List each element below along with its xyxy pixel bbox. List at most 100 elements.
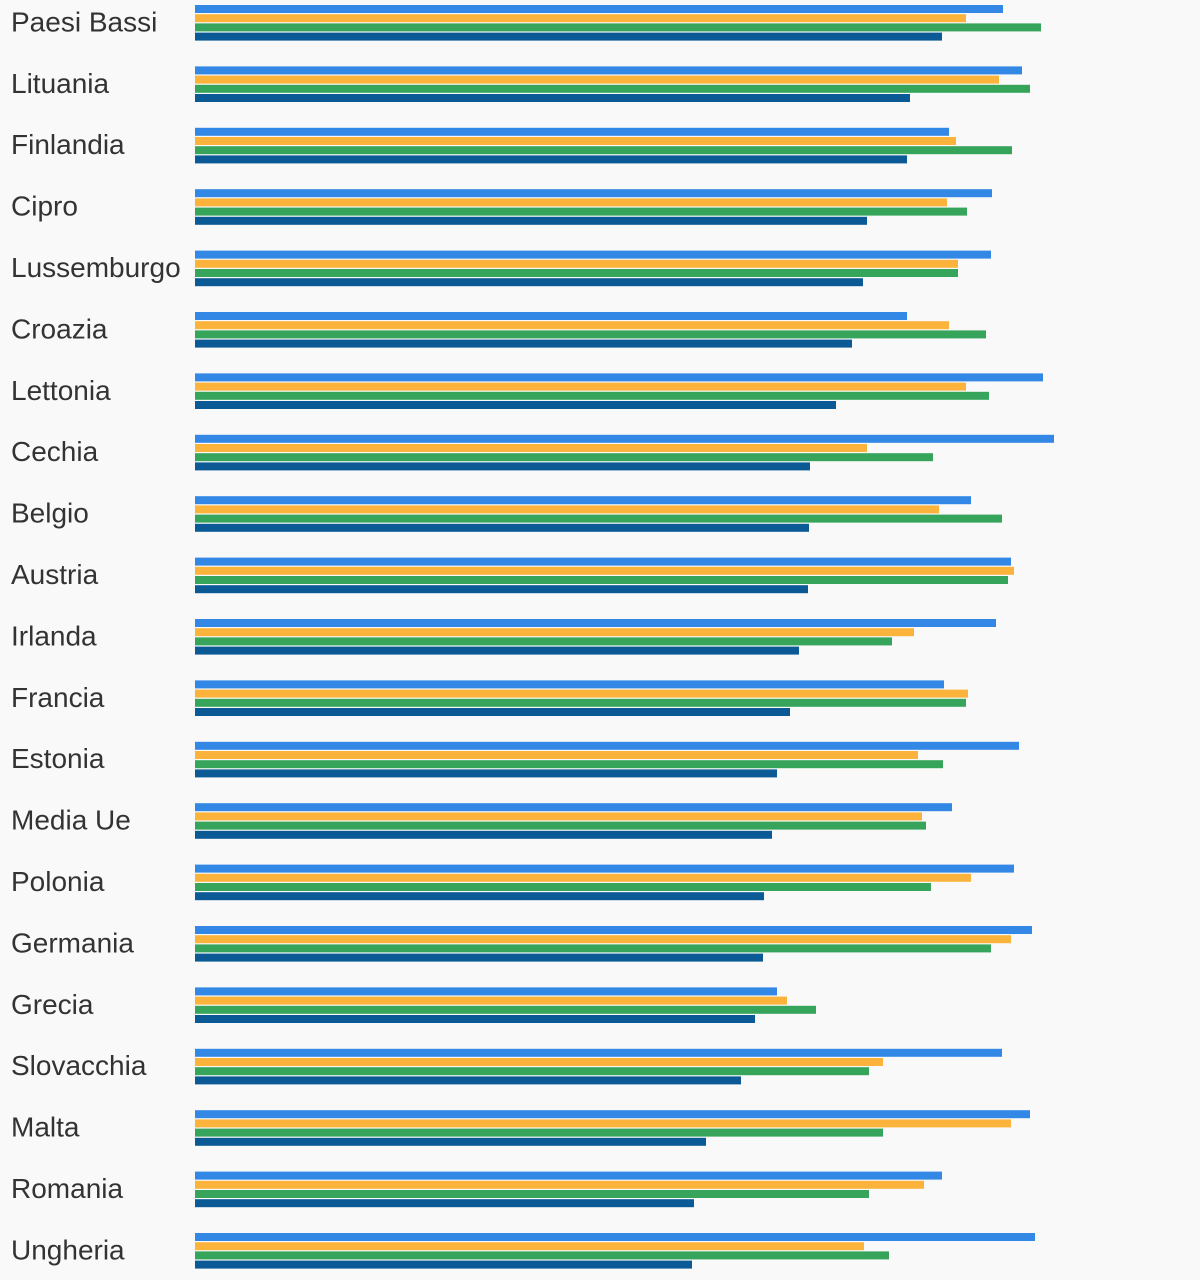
- bar: [195, 23, 1041, 32]
- category-label: Belgio: [11, 498, 89, 529]
- bar: [195, 321, 949, 330]
- bar: [195, 944, 991, 953]
- bar: [195, 1171, 942, 1180]
- bar: [195, 5, 1003, 13]
- category-label: Malta: [11, 1112, 80, 1143]
- bar: [195, 312, 907, 320]
- category-label: Germania: [11, 927, 134, 958]
- bar: [195, 339, 852, 348]
- bar: [195, 760, 943, 769]
- category-label: Austria: [11, 559, 99, 590]
- bar: [195, 32, 942, 41]
- bar: [195, 146, 1012, 155]
- bar: [195, 505, 939, 514]
- category-label: Grecia: [11, 989, 94, 1020]
- bar: [195, 1199, 694, 1208]
- bar: [195, 1137, 706, 1146]
- category-label: Media Ue: [11, 805, 131, 836]
- bar: [195, 1180, 924, 1189]
- bar: [195, 137, 956, 145]
- bar: [195, 1128, 883, 1137]
- category-label: Estonia: [11, 743, 105, 774]
- bar: [195, 216, 867, 225]
- bar: [195, 873, 971, 882]
- bar: [195, 1110, 1030, 1119]
- bar: [195, 689, 968, 698]
- bar: [195, 1076, 741, 1085]
- bar: [195, 434, 1054, 443]
- bar: [195, 1242, 864, 1251]
- bar: [195, 698, 966, 707]
- bar: [195, 637, 892, 646]
- bar: [195, 585, 808, 594]
- bar: [195, 453, 933, 462]
- bar: [195, 1067, 869, 1076]
- bar: [195, 94, 910, 102]
- category-labels: Paesi Bassi Lituania Finlandia Cipro Lussemb…: [11, 6, 181, 1265]
- bar: [195, 812, 922, 821]
- bar: [195, 741, 1019, 750]
- bar: [195, 1119, 1011, 1128]
- bar: [195, 1015, 755, 1023]
- bar: [195, 576, 1008, 584]
- bar: [195, 566, 1014, 575]
- bar: [195, 864, 1014, 873]
- bar: [195, 514, 1002, 523]
- bar: [195, 1005, 816, 1014]
- bar: [195, 628, 914, 637]
- bar: [195, 680, 944, 689]
- category-label: Slovacchia: [11, 1050, 147, 1081]
- bar: [195, 373, 1043, 382]
- bar: [195, 207, 967, 216]
- bar: [195, 821, 926, 830]
- bar: [195, 1048, 1002, 1057]
- bar: [195, 155, 907, 164]
- category-label: Croazia: [11, 313, 108, 344]
- bar: [195, 926, 1032, 934]
- category-label: Cechia: [11, 436, 99, 467]
- bar: [195, 883, 931, 891]
- category-label: Romania: [11, 1173, 123, 1204]
- bar: [195, 987, 777, 996]
- bar: [195, 1233, 1035, 1241]
- bar: [195, 127, 949, 136]
- category-label: Lettonia: [11, 375, 111, 406]
- bar: [195, 250, 991, 259]
- category-label: Ungheria: [11, 1234, 125, 1265]
- category-label: Paesi Bassi: [11, 6, 157, 37]
- bar: [195, 953, 763, 962]
- bar: [195, 444, 867, 452]
- bar: [195, 75, 999, 84]
- bar: [195, 751, 918, 759]
- bar: [195, 1058, 883, 1066]
- bar: [195, 708, 790, 716]
- category-label: Finlandia: [11, 129, 125, 160]
- bar: [195, 84, 1030, 93]
- bar: [195, 1190, 869, 1198]
- bar: [195, 14, 966, 23]
- bar: [195, 769, 777, 778]
- bar: [195, 382, 966, 391]
- bar: [195, 1251, 889, 1260]
- bar: [195, 557, 1011, 566]
- bar: [195, 523, 809, 532]
- bar: [195, 66, 1022, 75]
- bar: [195, 646, 799, 655]
- category-label: Irlanda: [11, 620, 97, 651]
- bars: [195, 5, 1054, 1269]
- bar: [195, 935, 1011, 944]
- category-label: Polonia: [11, 866, 105, 897]
- bar: [195, 401, 836, 409]
- bar: [195, 892, 764, 901]
- category-label: Lituania: [11, 68, 110, 99]
- bar: [195, 1260, 692, 1269]
- bar: [195, 278, 863, 287]
- bar: [195, 391, 989, 400]
- bar: [195, 803, 952, 812]
- bar: [195, 496, 971, 505]
- bar: [195, 462, 810, 471]
- bar: [195, 269, 958, 277]
- bar: [195, 189, 992, 198]
- category-label: Lussemburgo: [11, 252, 181, 283]
